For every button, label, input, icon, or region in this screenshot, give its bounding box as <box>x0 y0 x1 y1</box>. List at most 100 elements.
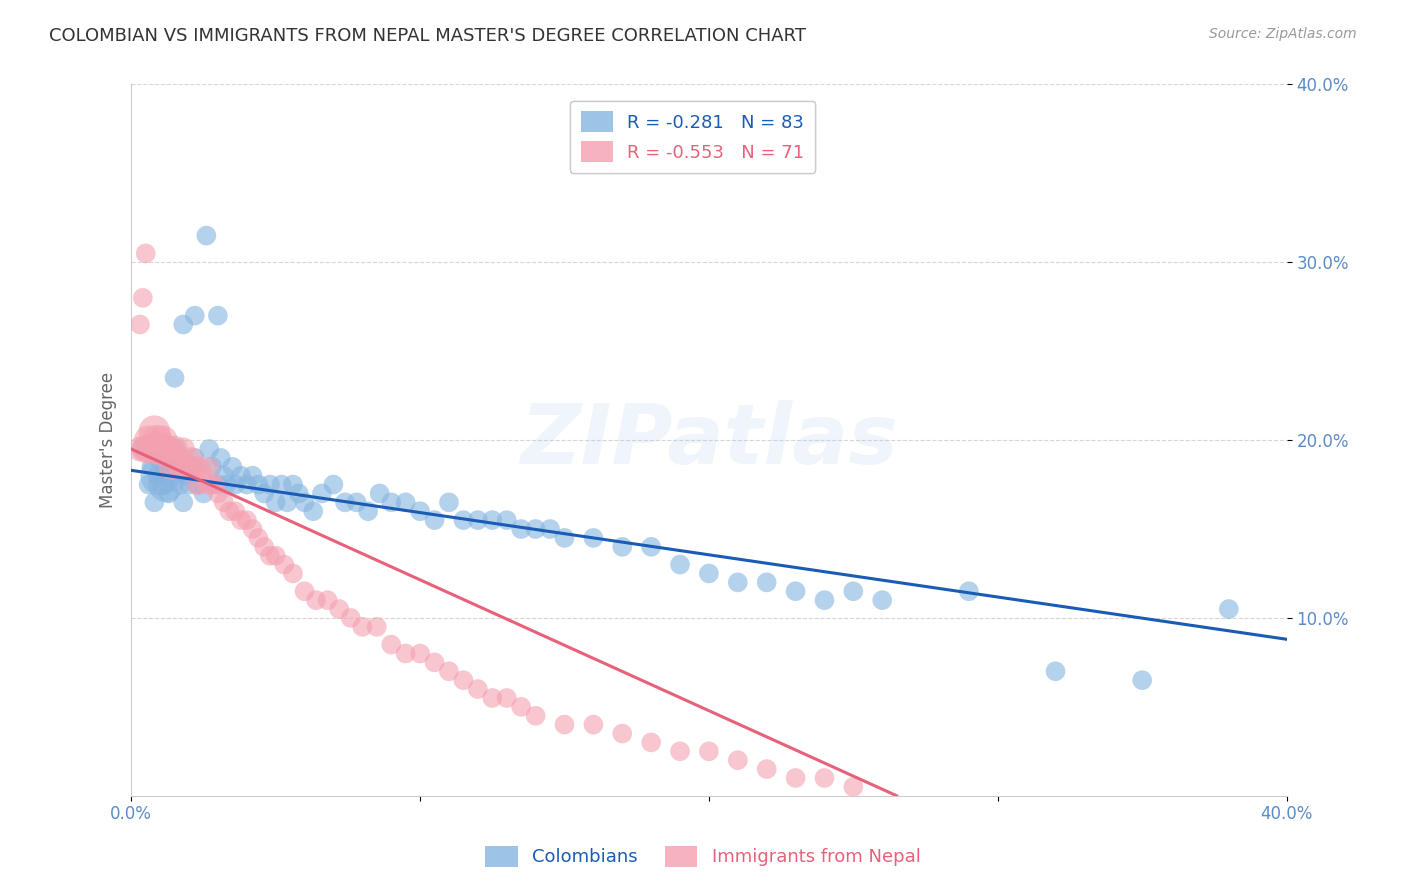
Point <box>224 504 246 518</box>
Point <box>146 468 169 483</box>
Point <box>172 318 194 332</box>
Point <box>236 513 259 527</box>
Point <box>669 558 692 572</box>
Point <box>612 726 634 740</box>
Point <box>207 486 229 500</box>
Point <box>155 468 177 483</box>
Point <box>311 486 333 500</box>
Point <box>669 744 692 758</box>
Point <box>538 522 561 536</box>
Point <box>163 442 186 456</box>
Point <box>612 540 634 554</box>
Point <box>169 459 191 474</box>
Point <box>294 584 316 599</box>
Point <box>207 477 229 491</box>
Text: Source: ZipAtlas.com: Source: ZipAtlas.com <box>1209 27 1357 41</box>
Point <box>264 495 287 509</box>
Point <box>467 513 489 527</box>
Point <box>184 459 207 474</box>
Point <box>366 620 388 634</box>
Legend: R = -0.281   N = 83, R = -0.553   N = 71: R = -0.281 N = 83, R = -0.553 N = 71 <box>569 101 815 173</box>
Point <box>143 442 166 456</box>
Point <box>281 477 304 491</box>
Point <box>138 477 160 491</box>
Point <box>229 468 252 483</box>
Point <box>143 495 166 509</box>
Point <box>132 442 155 456</box>
Point <box>163 371 186 385</box>
Point <box>195 477 218 491</box>
Point <box>242 468 264 483</box>
Point <box>152 477 174 491</box>
Point <box>149 442 172 456</box>
Point <box>204 477 226 491</box>
Point <box>212 468 235 483</box>
Point <box>215 477 238 491</box>
Y-axis label: Master's Degree: Master's Degree <box>100 372 117 508</box>
Point <box>160 459 183 474</box>
Text: ZIPatlas: ZIPatlas <box>520 400 898 481</box>
Point <box>582 531 605 545</box>
Point <box>129 442 152 456</box>
Point <box>333 495 356 509</box>
Point <box>132 291 155 305</box>
Point <box>481 513 503 527</box>
Point <box>209 450 232 465</box>
Point <box>305 593 328 607</box>
Point <box>207 309 229 323</box>
Point <box>755 762 778 776</box>
Point <box>198 459 221 474</box>
Point <box>423 513 446 527</box>
Point <box>380 495 402 509</box>
Point <box>409 504 432 518</box>
Point <box>395 647 418 661</box>
Point <box>221 459 243 474</box>
Point <box>322 477 344 491</box>
Point <box>201 477 224 491</box>
Point <box>481 690 503 705</box>
Point <box>368 486 391 500</box>
Point <box>201 459 224 474</box>
Point <box>957 584 980 599</box>
Point <box>180 450 202 465</box>
Point <box>1130 673 1153 688</box>
Point <box>149 450 172 465</box>
Point <box>141 459 163 474</box>
Point <box>172 495 194 509</box>
Point <box>553 717 575 731</box>
Point <box>423 656 446 670</box>
Point <box>135 246 157 260</box>
Point <box>198 442 221 456</box>
Point <box>264 549 287 563</box>
Point <box>172 442 194 456</box>
Point <box>169 477 191 491</box>
Point <box>129 318 152 332</box>
Point <box>155 477 177 491</box>
Point <box>640 540 662 554</box>
Point <box>177 459 200 474</box>
Point <box>276 495 298 509</box>
Point <box>813 593 835 607</box>
Point <box>166 450 188 465</box>
Point <box>697 744 720 758</box>
Point <box>467 681 489 696</box>
Point <box>270 477 292 491</box>
Point <box>437 495 460 509</box>
Point <box>174 468 197 483</box>
Point <box>346 495 368 509</box>
Point <box>259 477 281 491</box>
Point <box>582 717 605 731</box>
Point <box>294 495 316 509</box>
Point <box>727 575 749 590</box>
Point <box>273 558 295 572</box>
Point <box>510 699 533 714</box>
Point <box>437 665 460 679</box>
Point <box>253 540 276 554</box>
Point <box>524 708 547 723</box>
Point <box>157 486 180 500</box>
Point <box>287 486 309 500</box>
Point <box>242 522 264 536</box>
Text: COLOMBIAN VS IMMIGRANTS FROM NEPAL MASTER'S DEGREE CORRELATION CHART: COLOMBIAN VS IMMIGRANTS FROM NEPAL MASTE… <box>49 27 806 45</box>
Point <box>842 780 865 794</box>
Point <box>184 450 207 465</box>
